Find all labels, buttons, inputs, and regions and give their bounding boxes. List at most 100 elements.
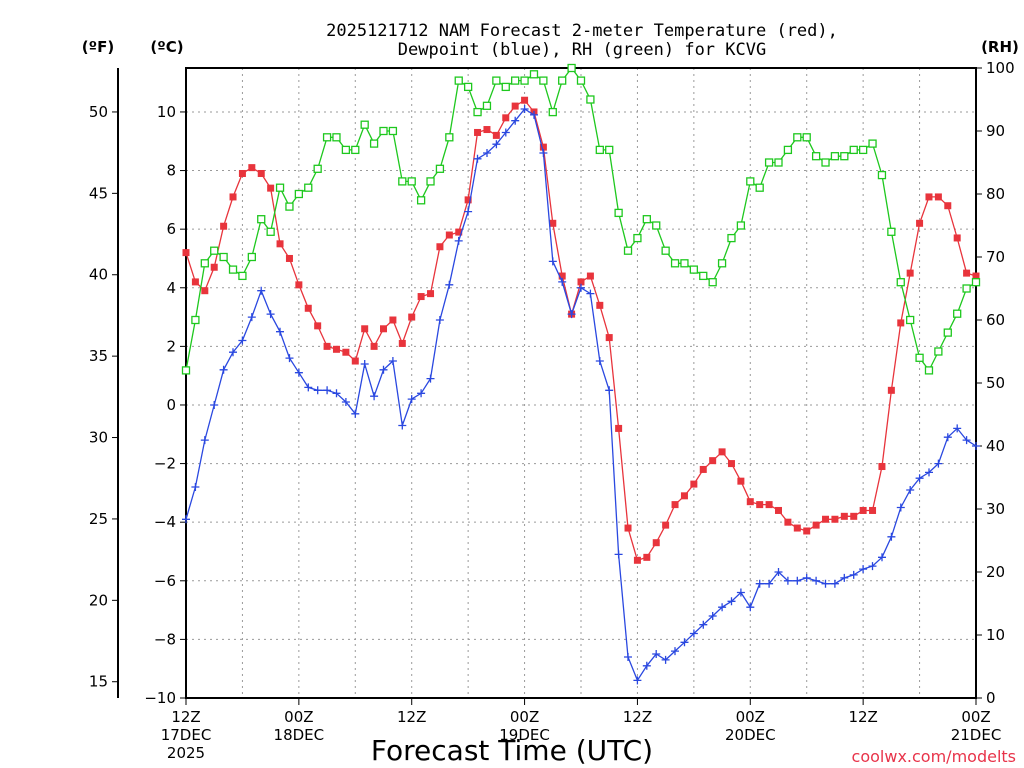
temperature-point — [878, 463, 886, 471]
dewpoint-point — [953, 424, 962, 433]
temperature-point — [558, 272, 566, 280]
rh-tick-label: 60 — [986, 311, 1005, 329]
x-tick-label: 00Z — [961, 708, 990, 726]
dewpoint-point — [426, 374, 435, 383]
chart-title-line1: 2025121712 NAM Forecast 2-meter Temperat… — [326, 21, 838, 41]
rh-point — [793, 133, 802, 142]
rh-point — [605, 145, 614, 155]
temperature-point — [680, 492, 688, 500]
rh-point — [586, 95, 595, 104]
celsius-tick-label: 8 — [166, 162, 176, 180]
dewpoint-point — [210, 401, 219, 409]
fahrenheit-tick-label: 20 — [89, 591, 108, 609]
rh-tick-label: 40 — [986, 437, 1005, 455]
celsius-tick-label: 0 — [166, 396, 176, 414]
rh-point — [858, 145, 868, 155]
temperature-point — [267, 184, 275, 192]
temperature-point — [605, 334, 613, 342]
dewpoint-point — [247, 313, 256, 322]
temperature-point — [662, 521, 670, 529]
dewpoint-point — [718, 603, 727, 612]
dewpoint-point — [605, 386, 614, 395]
rh-unit-label: (RH) — [981, 38, 1019, 56]
rh-point — [285, 202, 294, 211]
dewpoint-point — [972, 442, 980, 450]
temperature-point — [699, 465, 707, 473]
rh-point — [369, 139, 379, 148]
dewpoint-point — [304, 383, 313, 392]
rh-point — [717, 259, 727, 268]
rh-point — [529, 70, 539, 79]
temperature-point — [238, 169, 246, 177]
temperature-point — [380, 325, 387, 333]
dewpoint-point — [323, 386, 332, 395]
fahrenheit-tick-label: 25 — [89, 510, 108, 528]
rh-tick-label: 80 — [986, 185, 1005, 203]
temperature-point — [746, 498, 754, 506]
rh-point — [689, 265, 699, 274]
rh-point — [642, 215, 651, 224]
dewpoint-point — [388, 357, 397, 365]
x-tick-label: 2025 — [167, 744, 205, 762]
temperature-point — [850, 512, 858, 520]
temperature-point — [191, 278, 199, 286]
temperature-point — [671, 501, 679, 509]
dewpoint-point — [934, 459, 943, 468]
rh-point — [426, 177, 435, 186]
dewpoint-point — [671, 647, 679, 656]
rh-point — [849, 145, 858, 155]
dewpoint-point — [915, 474, 924, 483]
temperature-point — [436, 243, 444, 251]
x-tick-label: 12Z — [848, 708, 877, 726]
temperature-point — [483, 126, 491, 134]
rh-tick-label: 70 — [986, 248, 1005, 266]
fahrenheit-tick-label: 45 — [89, 184, 108, 202]
x-tick-label: 00Z — [736, 708, 765, 726]
x-tick-label: 00Z — [284, 708, 313, 726]
dewpoint-point — [492, 140, 501, 149]
rh-point — [783, 145, 793, 155]
x-tick-label: 19DEC — [499, 726, 550, 744]
dewpoint-point — [727, 597, 736, 606]
x-tick-label: 21DEC — [951, 726, 1002, 744]
rh-point — [257, 215, 266, 224]
temperature-point — [182, 249, 190, 257]
temperature-point — [474, 128, 482, 136]
temperature-point — [718, 448, 726, 456]
dewpoint-point — [445, 280, 454, 289]
credit-label: coolwx.com/modelts — [852, 747, 1016, 766]
rh-point — [247, 252, 256, 262]
x-tick-label: 12Z — [171, 708, 200, 726]
x-axis-label: Forecast Time (UTC) — [371, 734, 653, 767]
x-tick-label: 00Z — [510, 708, 539, 726]
temperature-point — [210, 263, 218, 271]
temperature-point — [906, 269, 914, 277]
dewpoint-point — [266, 310, 275, 319]
rh-tick-label: 50 — [986, 374, 1005, 392]
rh-tick-label: 0 — [986, 689, 996, 707]
temperature-point — [276, 240, 284, 248]
rh-point — [181, 366, 191, 375]
rh-point — [520, 76, 529, 85]
rh-point — [708, 278, 717, 287]
temperature-point — [586, 272, 594, 280]
rh-point — [294, 189, 304, 199]
dewpoint-point — [360, 360, 369, 368]
x-tick-label: 20DEC — [725, 726, 776, 744]
dewpoint-point — [229, 348, 237, 357]
rh-point — [971, 278, 981, 287]
temperature-point — [370, 342, 378, 350]
celsius-tick-label: 6 — [166, 220, 176, 238]
rh-point — [821, 158, 830, 167]
dewpoint-point — [755, 579, 764, 588]
axes: −10 −8 −6 −4 −2 0 2 4 6 8 10 15 20 25 30 35 40 45 50 0 10 20 3… — [89, 59, 1015, 707]
rh-point — [934, 347, 943, 356]
dewpoint-point — [473, 154, 482, 163]
dewpoint-point — [501, 128, 510, 137]
celsius-tick-label: 10 — [157, 103, 176, 121]
dewpoint-point — [454, 236, 463, 245]
rh-point — [360, 120, 369, 129]
temperature-point — [220, 222, 228, 230]
rh-point — [313, 164, 322, 173]
temperature-point — [690, 480, 698, 488]
